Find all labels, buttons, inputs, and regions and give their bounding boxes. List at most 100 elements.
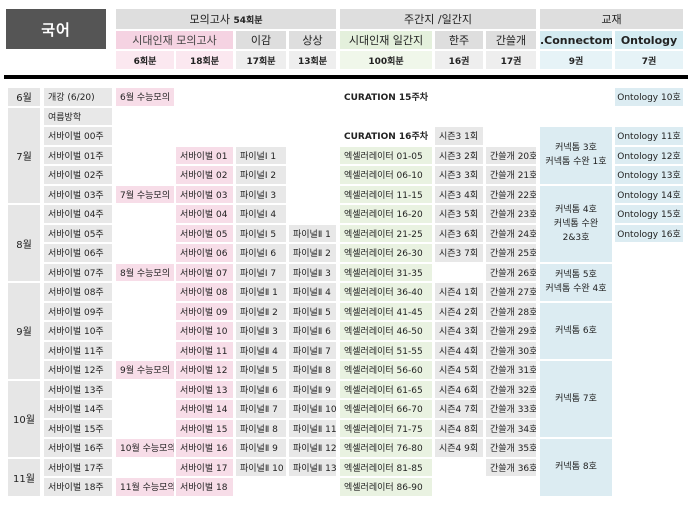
cell-survival: 서바이벌 06 <box>176 244 233 262</box>
cell-igam: 파이널Ⅱ 4 <box>236 341 286 359</box>
cell-hanju: 시즌4 6회 <box>435 380 483 398</box>
cell-curation: CURATION 15주차 <box>340 88 432 106</box>
cell-survival: 서바이벌 11 <box>176 341 233 359</box>
count-dconnectome: 9권 <box>540 51 612 69</box>
cell-hanju: 시즌4 5회 <box>435 361 483 379</box>
cell-daily: 엑셀러레이터 36-40 <box>340 283 432 301</box>
cell-week: 서바이벌 12주 <box>44 361 112 379</box>
cell-survival: 서바이벌 08 <box>176 283 233 301</box>
textbook-header: 교재 <box>540 9 683 29</box>
cell-gan: 간쓸개 32호 <box>486 380 536 398</box>
dconnectome-line: 커넥톰 7호 <box>555 394 597 404</box>
cell-igam: 파이널Ⅱ 5 <box>236 361 286 379</box>
cell-hanju: 시즌3 3회 <box>435 166 483 184</box>
cell-sang: 파이널Ⅱ 1 <box>289 224 336 242</box>
cell-daily: 엑셀러레이터 21-25 <box>340 224 432 242</box>
cell-daily: 엑셀러레이터 51-55 <box>340 341 432 359</box>
cell-igam: 파이널Ⅰ 2 <box>236 166 286 184</box>
ontology-cell: Ontology 10호 <box>615 88 683 106</box>
cell-gan: 간쓸개 20호 <box>486 146 536 164</box>
cell-week: 서바이벌 07주 <box>44 263 112 281</box>
cell-survival: 서바이벌 15 <box>176 419 233 437</box>
cell-hanju: 시즌4 2회 <box>435 302 483 320</box>
mock-exam-count: 54회분 <box>233 15 263 26</box>
cell-gan: 간쓸개 25호 <box>486 244 536 262</box>
col-igam: 이감 <box>236 31 286 49</box>
cell-gan: 간쓸개 29호 <box>486 322 536 340</box>
cell-daily: 엑셀러레이터 86-90 <box>340 478 432 496</box>
cell-gan: 간쓸개 26호 <box>486 263 536 281</box>
month-cell: 8월 <box>8 205 40 281</box>
count-ontology: 7권 <box>615 51 683 69</box>
month-cell: 7월 <box>8 107 40 203</box>
weekly-header: 주간지 /일간지 <box>340 9 536 29</box>
count-ganssulgae: 17권 <box>486 51 536 69</box>
dconnectome-cell: 커넥톰 6호 <box>540 302 612 359</box>
cell-week: 서바이벌 15주 <box>44 419 112 437</box>
dconnectome-line: 커넥톰 수완 1호 <box>545 157 607 168</box>
cell-gan: 간쓸개 27호 <box>486 283 536 301</box>
cell-sang: 파이널Ⅱ 10 <box>289 400 336 418</box>
mock-exam-header: 모의고사 54회분 <box>116 9 336 29</box>
cell-week: 서바이벌 00주 <box>44 127 112 145</box>
cell-week: 서바이벌 17주 <box>44 458 112 476</box>
cell-sang: 파이널Ⅱ 3 <box>289 263 336 281</box>
cell-week: 서바이벌 01주 <box>44 146 112 164</box>
cell-igam: 파이널Ⅱ 9 <box>236 439 286 457</box>
cell-week: 서바이벌 10주 <box>44 322 112 340</box>
cell-week: 서바이벌 11주 <box>44 341 112 359</box>
dconnectome-cell: 커넥톰 7호 <box>540 361 612 437</box>
dconnectome-line: 2&3호 <box>562 232 590 243</box>
count-sidae-mock: 6회분 <box>116 51 174 69</box>
cell-survival: 서바이벌 13 <box>176 380 233 398</box>
col-sidae-daily: 시대인재 일간지 <box>340 31 432 49</box>
cell-daily: 엑셀러레이터 71-75 <box>340 419 432 437</box>
cell-sang: 파이널Ⅱ 8 <box>289 361 336 379</box>
col-hanju: 한주 <box>435 31 483 49</box>
cell-daily: 엑셀러레이터 66-70 <box>340 400 432 418</box>
cell-week: 서바이벌 02주 <box>44 166 112 184</box>
cell-igam: 파이널Ⅰ 7 <box>236 263 286 281</box>
cell-gan: 간쓸개 21호 <box>486 166 536 184</box>
count-sidae-daily: 100회분 <box>340 51 432 69</box>
cell-gan: 간쓸개 36호 <box>486 458 536 476</box>
cell-daily: 엑셀러레이터 26-30 <box>340 244 432 262</box>
col-sangsang: 상상 <box>289 31 336 49</box>
col-sidae-mock-spacer <box>116 31 233 49</box>
dconnectome-line: 커넥톰 5호 <box>555 270 597 280</box>
month-cell: 6월 <box>8 88 40 106</box>
ontology-cell: Ontology 13호 <box>615 166 683 184</box>
cell-igam: 파이널Ⅰ 6 <box>236 244 286 262</box>
cell-gan: 간쓸개 35호 <box>486 439 536 457</box>
cell-week: 서바이벌 04주 <box>44 205 112 223</box>
cell-survival: 서바이벌 05 <box>176 224 233 242</box>
cell-gan: 간쓸개 24호 <box>486 224 536 242</box>
cell-week: 서바이벌 03주 <box>44 185 112 203</box>
cell-daily: 엑셀러레이터 06-10 <box>340 166 432 184</box>
cell-igam: 파이널Ⅱ 8 <box>236 419 286 437</box>
cell-sang: 파이널Ⅱ 12 <box>289 439 336 457</box>
cell-sang: 파이널Ⅱ 2 <box>289 244 336 262</box>
cell-igam: 파이널Ⅰ 1 <box>236 146 286 164</box>
cell-sang: 파이널Ⅱ 13 <box>289 458 336 476</box>
cell-daily: 엑셀러레이터 41-45 <box>340 302 432 320</box>
cell-survival: 서바이벌 17 <box>176 458 233 476</box>
count-igam: 17회분 <box>236 51 286 69</box>
cell-survival: 서바이벌 09 <box>176 302 233 320</box>
cell-igam: 파이널Ⅱ 2 <box>236 302 286 320</box>
col-sidae-mock: 시대인재 모의고사 <box>116 31 233 49</box>
cell-sang: 파이널Ⅱ 5 <box>289 302 336 320</box>
cell-sd: 6월 수능모의 <box>116 88 174 106</box>
cell-daily: 엑셀러레이터 01-05 <box>340 146 432 164</box>
cell-week: 서바이벌 18주 <box>44 478 112 496</box>
dconnectome-line: 커넥톰 수완 4호 <box>545 284 607 294</box>
cell-hanju: 시즌4 7회 <box>435 400 483 418</box>
cell-curation: CURATION 16주차 <box>340 127 432 145</box>
col-dconnectome: D.Connectome <box>540 31 612 49</box>
cell-igam: 파이널Ⅱ 6 <box>236 380 286 398</box>
cell-igam: 파이널Ⅱ 7 <box>236 400 286 418</box>
cell-daily: 엑셀러레이터 31-35 <box>340 263 432 281</box>
cell-survival: 서바이벌 03 <box>176 185 233 203</box>
dconnectome-cell: 커넥톰 3호 커넥톰 수완 1호 <box>540 127 612 184</box>
